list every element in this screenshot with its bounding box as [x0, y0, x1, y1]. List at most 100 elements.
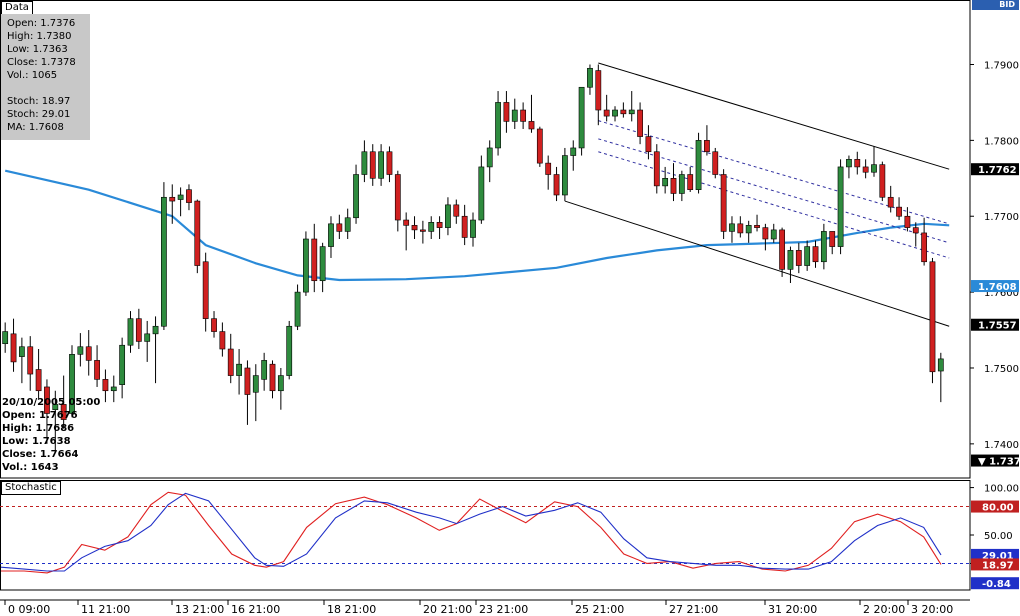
bear-candle [720, 174, 727, 232]
bear-candle [227, 348, 234, 376]
bear-candle [369, 151, 376, 179]
bear-candle [503, 102, 510, 122]
bull-candle [286, 325, 293, 376]
bear-candle [887, 196, 894, 208]
bear-candle [394, 174, 401, 221]
time-tick-label: 18 21:00 [327, 603, 376, 616]
price-tick-label: 1.7900 [984, 60, 1019, 71]
bull-candle [678, 174, 685, 194]
bull-candle [578, 86, 585, 149]
stochastic-panel-label: Stochastic [1, 481, 61, 495]
bull-candle [562, 155, 568, 196]
bull-candle [612, 109, 618, 117]
bull-candle [511, 109, 518, 122]
bull-candle [261, 360, 268, 380]
stochastic-signal-line [0, 492, 942, 572]
bear-candle [595, 70, 602, 111]
price-tick-label: 1.7800 [984, 136, 1019, 147]
bull-candle [119, 344, 126, 385]
bear-candle [545, 162, 552, 175]
time-tick-label: 0 09:00 [8, 603, 50, 616]
bull-candle [695, 140, 702, 190]
bear-candle [904, 215, 911, 228]
data-stoch-main: Stoch: 18.97 [7, 96, 71, 107]
bear-candle [879, 164, 886, 198]
bear-candle [419, 229, 426, 232]
bear-candle [194, 200, 201, 266]
bear-candle [60, 404, 67, 420]
channel-lower-line [564, 200, 950, 327]
hover-volume: Vol.: 1643 [2, 462, 59, 473]
channel-inner-line [598, 120, 950, 225]
bull-candle [871, 164, 877, 173]
bear-candle [528, 121, 535, 130]
bear-candle [854, 159, 861, 168]
bear-candle [202, 261, 209, 319]
bear-candle [35, 369, 42, 392]
bull-candle [837, 166, 844, 247]
bear-candle [135, 318, 142, 342]
hover-high: High: 1.7686 [2, 423, 75, 434]
bear-candle [754, 225, 760, 228]
bull-candle [152, 325, 159, 335]
bull-candle [110, 386, 117, 392]
stochastic-badge [971, 558, 1019, 571]
stochastic-main-line [1, 491, 942, 574]
bear-candle [829, 231, 836, 247]
price-badge-label: 1.7608 [978, 282, 1017, 293]
bull-candle [69, 354, 75, 414]
bear-candle [603, 109, 610, 117]
bull-candle [937, 358, 944, 372]
data-open: Open: 1.7376 [7, 18, 76, 29]
bear-candle [637, 109, 643, 137]
bull-candle [428, 222, 435, 232]
bear-candle [762, 227, 769, 240]
time-tick-label: 20 21:00 [423, 603, 472, 616]
trend-channel-layer[interactable] [564, 62, 950, 327]
stochastic-badge [971, 577, 1019, 590]
time-tick-label: 3 20:00 [911, 603, 953, 616]
hover-tooltip: 20/10/2005 05:00 Open: 1.7676 High: 1.76… [2, 396, 100, 474]
bull-candle [804, 246, 811, 266]
moving-average-line [4, 169, 950, 282]
price-badge [971, 163, 1019, 176]
bear-candle [645, 136, 652, 153]
price-badge [971, 280, 1019, 293]
bear-candle [244, 367, 251, 395]
bear-candle [896, 206, 902, 217]
bear-candle [929, 261, 936, 373]
bull-candle [344, 217, 351, 232]
bull-candle [236, 363, 242, 376]
bear-candle [520, 109, 527, 122]
bear-candle [211, 318, 217, 332]
bull-candle [328, 223, 334, 247]
bear-candle [27, 346, 34, 375]
bull-candle [478, 166, 485, 221]
stochastic-badge-label: 29.01 [982, 551, 1014, 562]
data-high: High: 1.7380 [7, 31, 72, 42]
hover-close: Close: 1.7664 [2, 449, 79, 460]
bear-candle [403, 219, 410, 226]
bear-candle [653, 151, 660, 187]
bull-candle [77, 346, 84, 355]
bull-candle [277, 375, 284, 392]
bear-candle [712, 151, 719, 175]
data-ma: MA: 1.7608 [7, 122, 64, 133]
bull-candle [378, 151, 384, 179]
bear-candle [812, 246, 819, 263]
bear-candle [44, 386, 50, 414]
bull-candle [846, 159, 852, 168]
bull-candle [628, 109, 635, 115]
main-panel-border [0, 0, 971, 479]
price-badge [971, 454, 1019, 467]
data-stoch-signal: Stoch: 29.01 [7, 109, 71, 120]
bull-candle [144, 333, 151, 342]
bear-candle [553, 174, 560, 196]
stochastic-badge-label: -0.84 [982, 579, 1011, 590]
bull-candle [52, 404, 59, 411]
bull-candle [570, 147, 577, 156]
bull-candle [361, 151, 368, 175]
bear-candle [536, 128, 543, 164]
